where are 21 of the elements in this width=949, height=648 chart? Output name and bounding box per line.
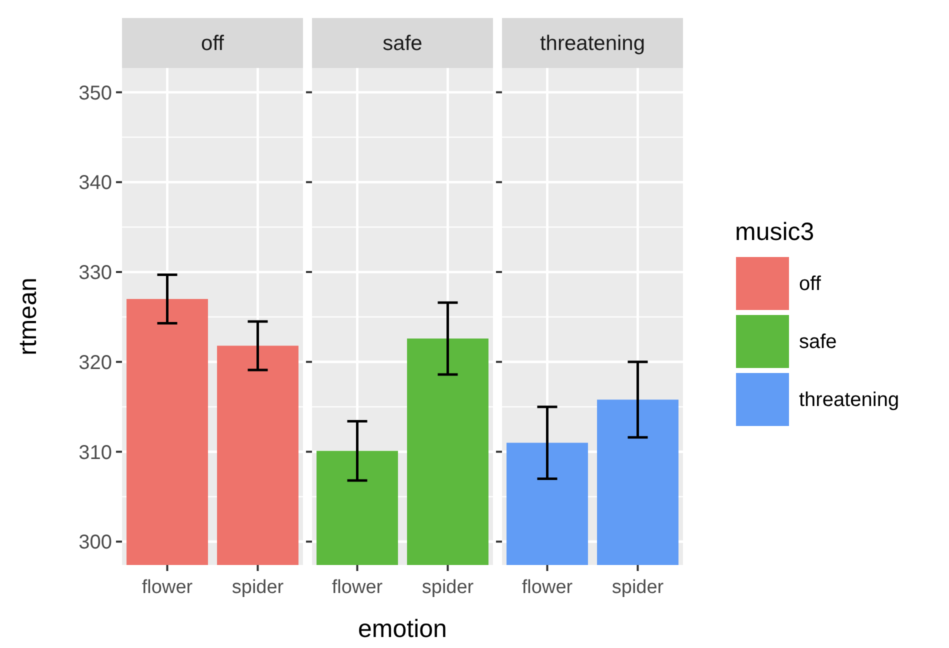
y-tick-label: 300 [78, 532, 112, 554]
y-tick-label: 320 [78, 352, 112, 374]
x-tick-label: flower [332, 577, 384, 598]
y-tick-label: 340 [78, 172, 112, 194]
chart-title: threatening [540, 32, 646, 55]
x-tick-label: spider [422, 577, 474, 598]
chart-title: safe [382, 32, 422, 55]
text: threatening [799, 389, 900, 411]
x-tick-label: spider [612, 577, 664, 598]
legend-title: music3 [735, 218, 814, 246]
x-tick-label: flower [522, 577, 574, 598]
y-axis-title: rtmean [14, 278, 42, 356]
y-tick-label: 310 [78, 442, 112, 464]
y-tick-label: 350 [78, 82, 112, 104]
text: off [799, 273, 822, 295]
text: safe [799, 331, 837, 353]
y-tick-label: 330 [78, 262, 112, 284]
x-tick-label: flower [142, 577, 194, 598]
x-axis-title: emotion [358, 615, 447, 643]
chart-title: off [201, 32, 224, 55]
x-tick-label: spider [232, 577, 284, 598]
